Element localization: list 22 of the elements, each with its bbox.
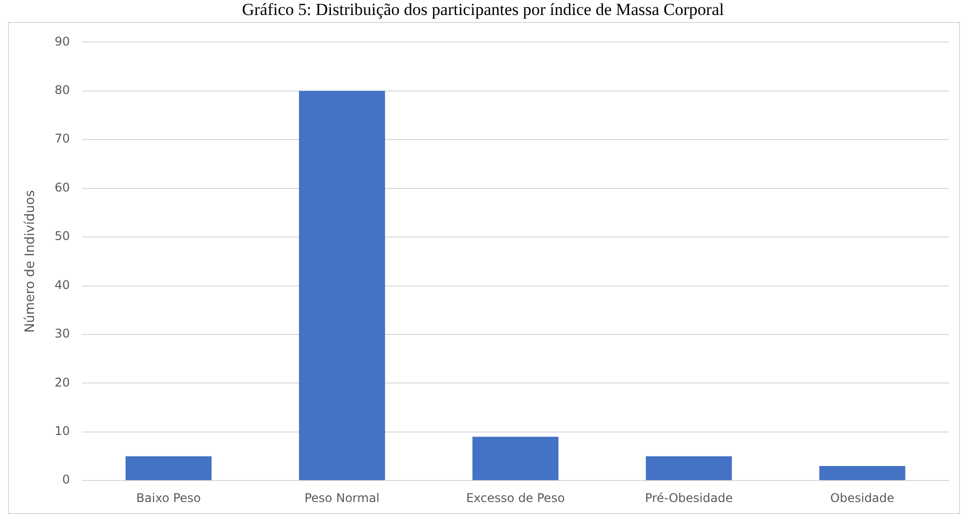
y-axis-title: Número de Indivíduos [23, 190, 38, 333]
bar [819, 466, 906, 480]
bar [646, 456, 732, 480]
bar [126, 456, 212, 480]
y-tick-label: 80 [54, 83, 70, 98]
y-tick-label: 10 [54, 424, 70, 438]
x-tick-label: Pré-Obesidade [644, 490, 733, 505]
bar [472, 436, 558, 480]
y-tick-label: 60 [54, 180, 70, 194]
y-tick-label: 40 [54, 278, 70, 292]
y-tick-label: 50 [54, 229, 70, 244]
x-tick-label: Excesso de Peso [466, 490, 565, 505]
x-tick-label: Obesidade [830, 490, 894, 505]
y-tick-label: 70 [54, 132, 70, 146]
x-tick-label: Peso Normal [304, 490, 380, 505]
chart-title: Gráfico 5: Distribuição dos participantes por índice de Massa Corporal [240, 0, 725, 20]
y-tick-label: 0 [62, 472, 70, 487]
bar [299, 90, 386, 480]
y-tick-label: 30 [54, 326, 70, 341]
y-tick-label: 90 [54, 34, 70, 48]
x-tick-label: Baixo Peso [136, 490, 201, 505]
y-tick-label: 20 [54, 375, 70, 390]
